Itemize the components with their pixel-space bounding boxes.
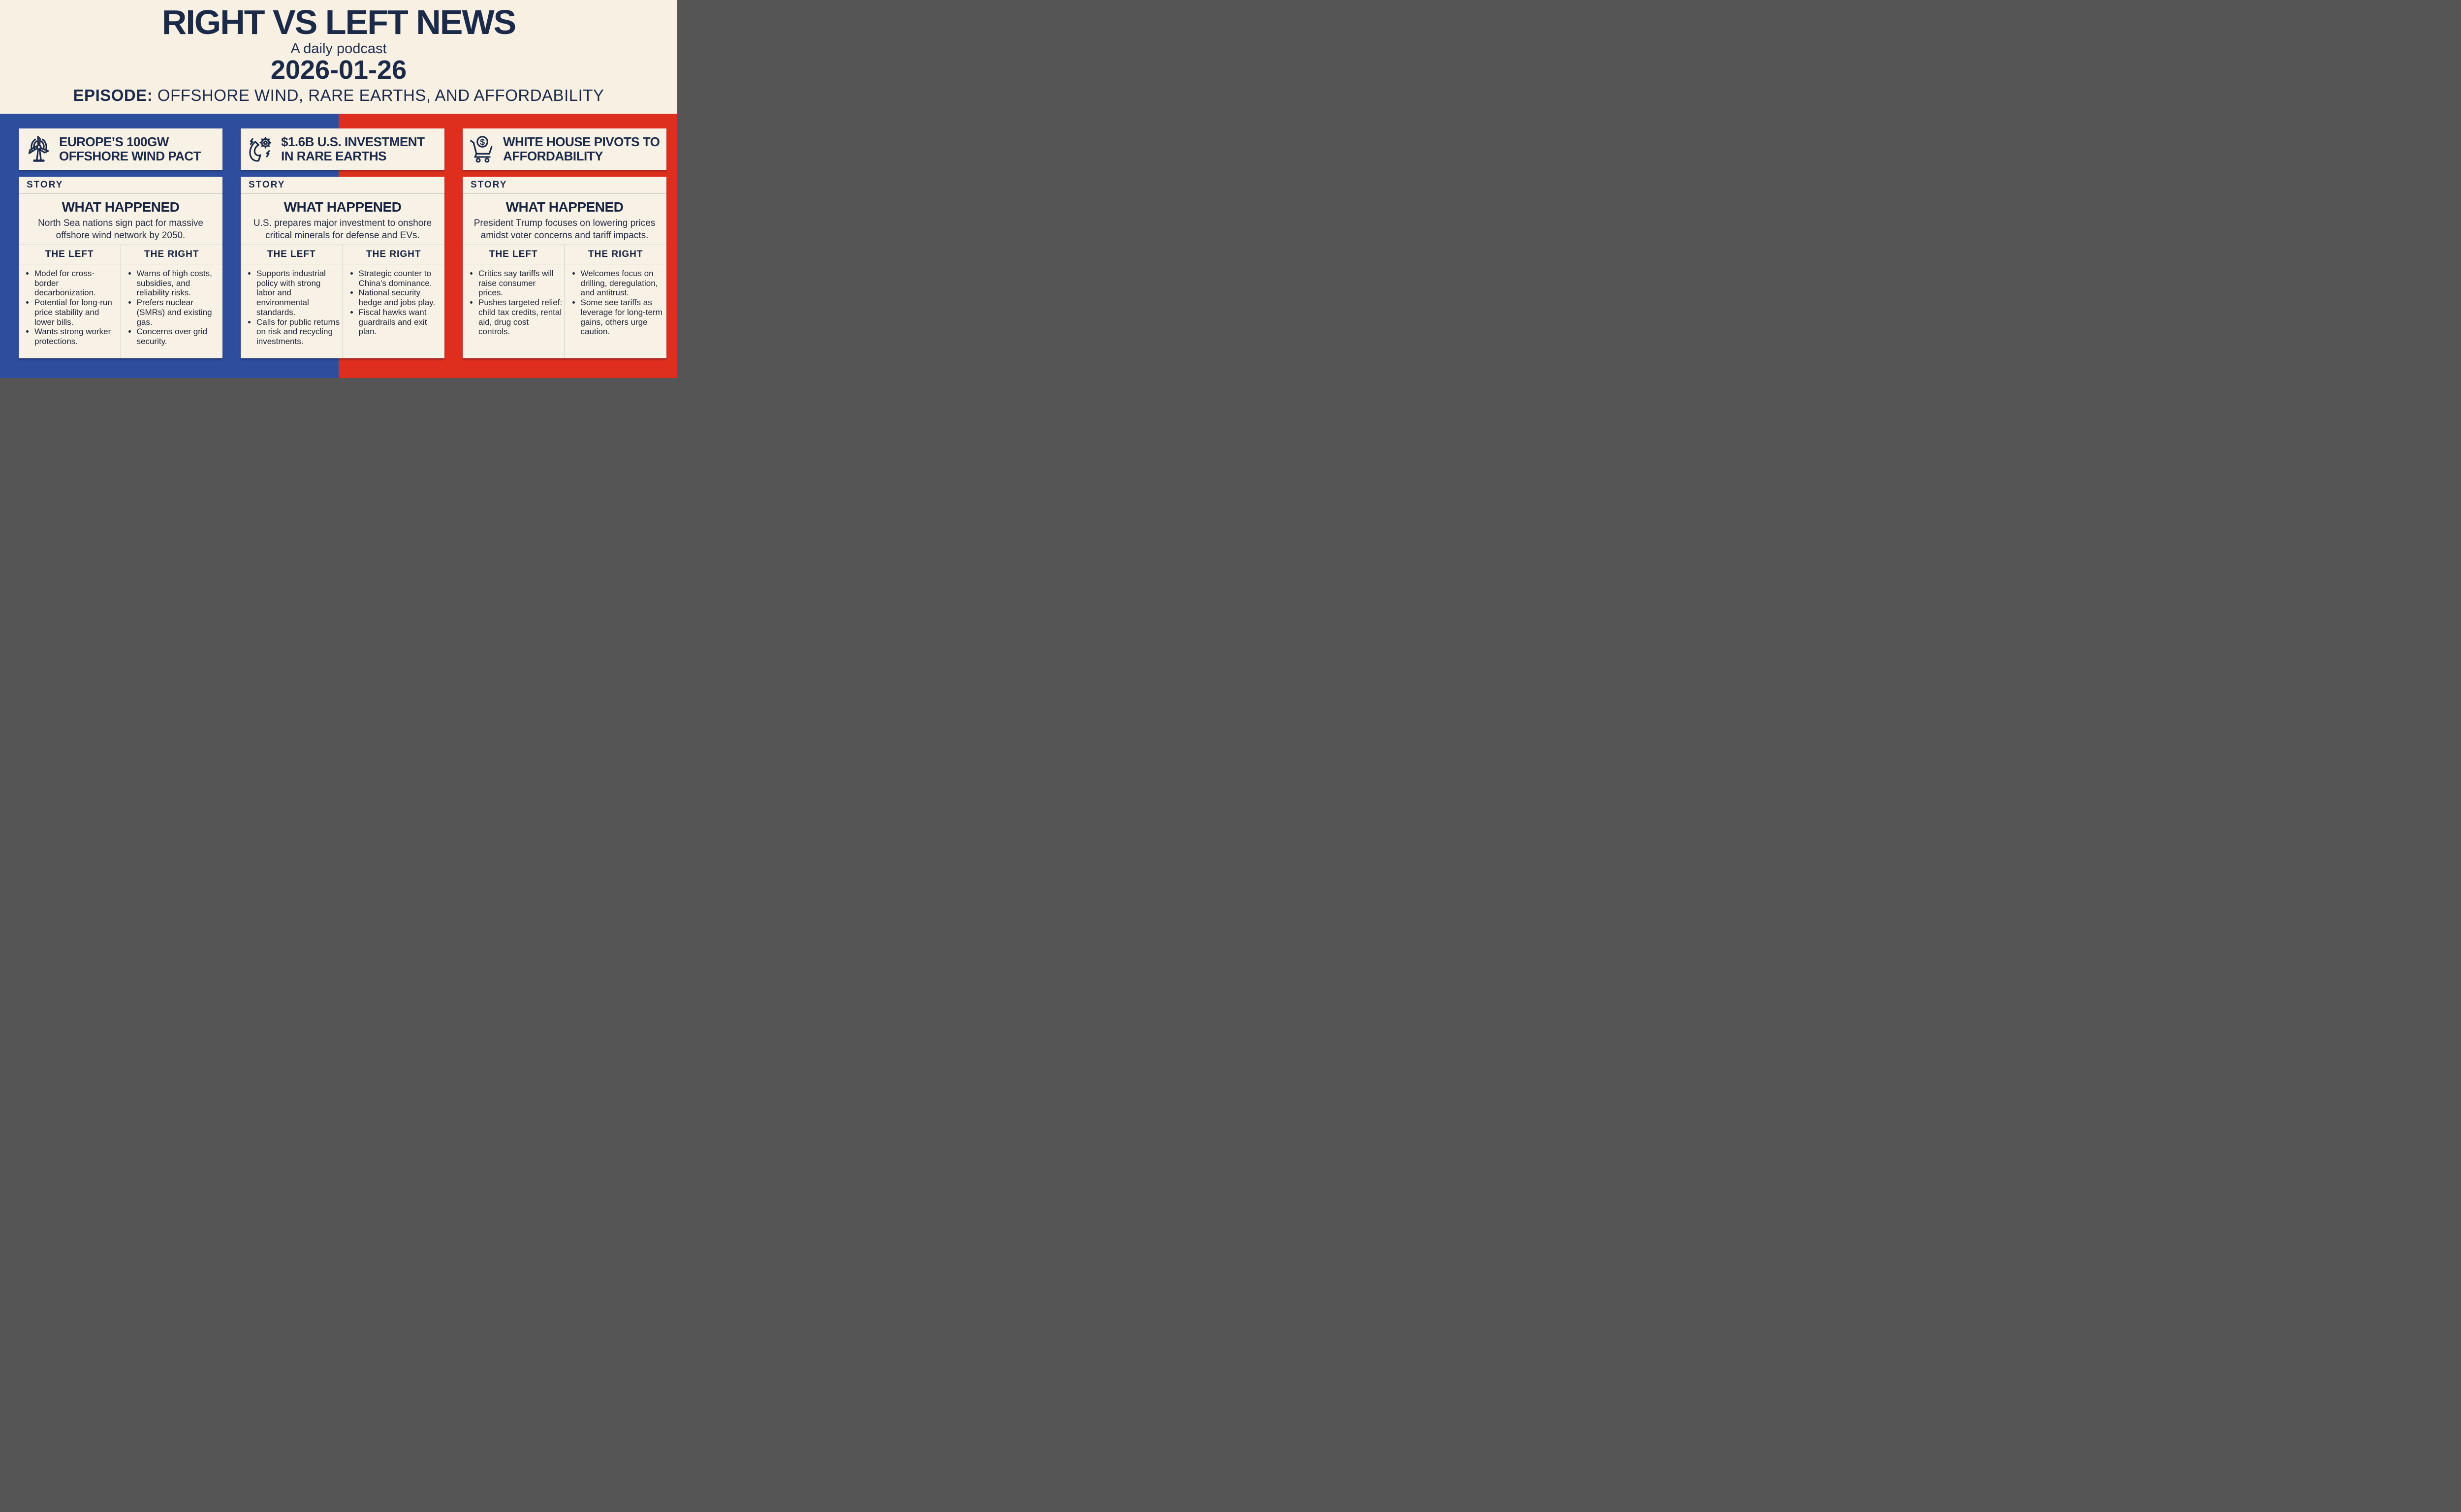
podcast-infographic: RIGHT VS LEFT NEWS A daily podcast 2026-… bbox=[0, 0, 677, 378]
story-2-header-card: $1.6B U.S. INVESTMENT IN RARE EARTHS bbox=[241, 128, 444, 170]
story-1-title: EUROPE’S 100GW OFFSHORE WIND PACT bbox=[59, 134, 201, 163]
shopping-cart-dollar-icon: $ bbox=[468, 131, 498, 167]
story-3-left-list: Critics say tariffs will raise consumer … bbox=[463, 269, 563, 337]
story-1-story-label: STORY bbox=[19, 177, 222, 194]
story-1-header-card: EUROPE’S 100GW OFFSHORE WIND PACT bbox=[19, 128, 222, 170]
story-1-right-cell: Warns of high costs, subsidies, and reli… bbox=[121, 264, 223, 358]
story-3-what-happened-heading: WHAT HAPPENED bbox=[505, 199, 624, 215]
story-3-right-header: THE RIGHT bbox=[588, 249, 643, 259]
story-3-title: WHITE HOUSE PIVOTS TO AFFORDABILITY bbox=[503, 134, 660, 163]
bullet-point: Some see tariffs as leverage for long-te… bbox=[581, 298, 665, 337]
story-1-bullets: Model for cross-border decarbonization.P… bbox=[19, 264, 222, 358]
story-2-title: $1.6B U.S. INVESTMENT IN RARE EARTHS bbox=[281, 134, 425, 163]
story-1-what-happened-heading: WHAT HAPPENED bbox=[62, 199, 180, 215]
story-3-summary: President Trump focuses on lowering pric… bbox=[473, 218, 656, 241]
story-3-header-card: $ WHITE HOUSE PIVOTS TO AFFORDABILITY bbox=[463, 128, 666, 170]
story-2-left-list: Supports industrial policy with strong l… bbox=[241, 269, 341, 346]
story-1-card: STORY WHAT HAPPENED North Sea nations si… bbox=[19, 177, 222, 358]
story-2-story-label: STORY bbox=[241, 177, 444, 194]
story-1-side-headers: THE LEFT THE RIGHT bbox=[19, 245, 222, 264]
story-1-right-list: Warns of high costs, subsidies, and reli… bbox=[121, 269, 221, 346]
page-subtitle: A daily podcast bbox=[290, 41, 387, 57]
story-1-what-happened-section: WHAT HAPPENED North Sea nations sign pac… bbox=[19, 194, 222, 245]
story-2-right-cell: Strategic counter to China’s dominance.N… bbox=[343, 264, 445, 358]
story-2-card: STORY WHAT HAPPENED U.S. prepares major … bbox=[241, 177, 444, 358]
story-2-left-header: THE LEFT bbox=[241, 245, 343, 264]
story-3-card: STORY WHAT HAPPENED President Trump focu… bbox=[463, 177, 666, 358]
story-1-summary: North Sea nations sign pact for massive … bbox=[38, 218, 203, 241]
story-3-story-label: STORY bbox=[463, 177, 666, 194]
story-1-left-cell: Model for cross-border decarbonization.P… bbox=[19, 264, 121, 358]
story-2-right-header: THE RIGHT bbox=[366, 249, 421, 259]
episode-date: 2026-01-26 bbox=[270, 55, 407, 85]
svg-text:$: $ bbox=[480, 137, 485, 147]
story-1-right-header: THE RIGHT bbox=[144, 249, 199, 259]
bullet-point: Warns of high costs, subsidies, and reli… bbox=[137, 269, 221, 298]
bullet-point: Critics say tariffs will raise consumer … bbox=[478, 269, 563, 298]
story-3-bullets: Critics say tariffs will raise consumer … bbox=[463, 264, 666, 358]
magnet-gear-icon bbox=[246, 131, 276, 167]
story-3-right-cell: Welcomes focus on drilling, deregulation… bbox=[565, 264, 667, 358]
story-2-side-headers: THE LEFT THE RIGHT bbox=[241, 245, 444, 264]
bullet-point: Pushes targeted relief: child tax credit… bbox=[478, 298, 563, 337]
bullet-point: Supports industrial policy with strong l… bbox=[256, 269, 341, 317]
story-3-left-header: THE LEFT bbox=[463, 245, 565, 264]
bullet-point: Strategic counter to China’s dominance. bbox=[359, 269, 443, 288]
bullet-point: Calls for public returns on risk and rec… bbox=[256, 317, 341, 346]
story-3-left-cell: Critics say tariffs will raise consumer … bbox=[463, 264, 565, 358]
episode-title: OFFSHORE WIND, RARE EARTHS, AND AFFORDAB… bbox=[157, 86, 604, 105]
story-2-bullets: Supports industrial policy with strong l… bbox=[241, 264, 444, 358]
story-2-what-happened-section: WHAT HAPPENED U.S. prepares major invest… bbox=[241, 194, 444, 245]
story-2-right-list: Strategic counter to China’s dominance.N… bbox=[343, 269, 443, 337]
bullet-point: Prefers nuclear (SMRs) and existing gas. bbox=[137, 298, 221, 327]
story-2-what-happened-heading: WHAT HAPPENED bbox=[284, 199, 402, 215]
story-3-side-headers: THE LEFT THE RIGHT bbox=[463, 245, 666, 264]
bullet-point: Welcomes focus on drilling, deregulation… bbox=[581, 269, 665, 298]
bullet-point: Fiscal hawks want guardrails and exit pl… bbox=[359, 308, 443, 337]
story-2-left-cell: Supports industrial policy with strong l… bbox=[241, 264, 343, 358]
episode-line: EPISODE: OFFSHORE WIND, RARE EARTHS, AND… bbox=[0, 87, 677, 103]
story-3-what-happened-section: WHAT HAPPENED President Trump focuses on… bbox=[463, 194, 666, 245]
story-1-left-header: THE LEFT bbox=[19, 245, 121, 264]
wind-turbine-icon bbox=[24, 131, 54, 167]
story-2-summary: U.S. prepares major investment to onshor… bbox=[253, 218, 432, 241]
bullet-point: Concerns over grid security. bbox=[137, 327, 221, 346]
episode-label: EPISODE: bbox=[73, 86, 153, 105]
masthead: RIGHT VS LEFT NEWS A daily podcast 2026-… bbox=[0, 0, 677, 114]
page-title: RIGHT VS LEFT NEWS bbox=[161, 3, 516, 41]
story-1-left-list: Model for cross-border decarbonization.P… bbox=[19, 269, 119, 346]
story-3-right-list: Welcomes focus on drilling, deregulation… bbox=[565, 269, 665, 337]
bullet-point: Model for cross-border decarbonization. bbox=[34, 269, 119, 298]
bullet-point: Wants strong worker protections. bbox=[34, 327, 119, 346]
bullet-point: National security hedge and jobs play. bbox=[359, 288, 443, 307]
bullet-point: Potential for long-run price stability a… bbox=[34, 298, 119, 327]
